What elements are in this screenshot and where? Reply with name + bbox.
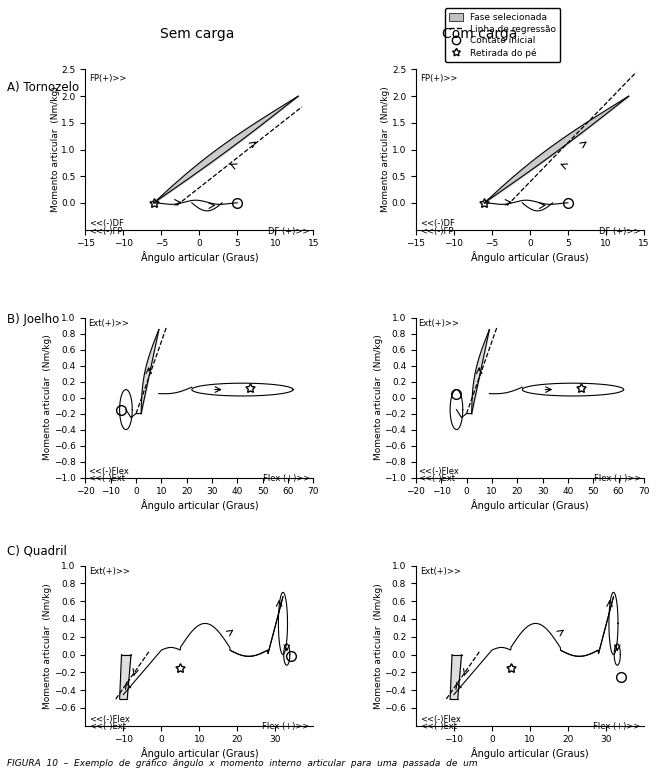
Text: <<(-)FP: <<(-)FP xyxy=(420,228,453,236)
Text: Flex (+)>>: Flex (+)>> xyxy=(263,475,311,483)
Text: <<(-)DF: <<(-)DF xyxy=(420,219,455,229)
Text: Ext(+)>>: Ext(+)>> xyxy=(88,319,129,328)
X-axis label: Ângulo articular (Graus): Ângulo articular (Graus) xyxy=(471,251,589,263)
Text: Flex (+)>>: Flex (+)>> xyxy=(593,722,640,731)
Text: Ext(+)>>: Ext(+)>> xyxy=(420,567,461,577)
Text: Ext(+)>>: Ext(+)>> xyxy=(419,319,459,328)
X-axis label: Ângulo articular (Graus): Ângulo articular (Graus) xyxy=(141,747,258,759)
X-axis label: Ângulo articular (Graus): Ângulo articular (Graus) xyxy=(141,499,258,511)
Text: FP(+)>>: FP(+)>> xyxy=(420,74,457,83)
Text: Flex (+)>>: Flex (+)>> xyxy=(594,475,641,483)
Text: <<(-)FP: <<(-)FP xyxy=(89,228,123,236)
Text: DF (+)>>: DF (+)>> xyxy=(599,228,640,236)
Text: <<(-)Flex: <<(-)Flex xyxy=(88,467,129,476)
Text: <<(-)Ext: <<(-)Ext xyxy=(419,475,455,483)
Text: Sem carga: Sem carga xyxy=(160,27,235,41)
Text: Flex (+)>>: Flex (+)>> xyxy=(262,722,309,731)
Text: <<(-)Ext: <<(-)Ext xyxy=(420,722,457,731)
Text: B) Joelho: B) Joelho xyxy=(7,313,59,326)
Y-axis label: Momento articular  (Nm/kg): Momento articular (Nm/kg) xyxy=(374,335,383,460)
X-axis label: Ângulo articular (Graus): Ângulo articular (Graus) xyxy=(471,747,589,759)
Text: Com carga: Com carga xyxy=(442,27,517,41)
Y-axis label: Momento articular  (Nm/kg): Momento articular (Nm/kg) xyxy=(374,583,383,709)
Y-axis label: Momento articular  (Nm/kg): Momento articular (Nm/kg) xyxy=(51,86,60,212)
X-axis label: Ângulo articular (Graus): Ângulo articular (Graus) xyxy=(471,499,589,511)
Text: A) Tornozelo: A) Tornozelo xyxy=(7,81,79,94)
X-axis label: Ângulo articular (Graus): Ângulo articular (Graus) xyxy=(141,251,258,263)
Text: <<(-)DF: <<(-)DF xyxy=(89,219,124,229)
Text: DF (+)>>: DF (+)>> xyxy=(268,228,309,236)
Text: <<(-)Ext: <<(-)Ext xyxy=(89,722,126,731)
Text: FP(+)>>: FP(+)>> xyxy=(89,74,127,83)
Text: C) Quadril: C) Quadril xyxy=(7,544,66,557)
Text: FIGURA  10  –  Exemplo  de  gráfico  ângulo  x  momento  interno  articular  par: FIGURA 10 – Exemplo de gráfico ângulo x … xyxy=(7,759,477,768)
Y-axis label: Momento articular  (Nm/kg): Momento articular (Nm/kg) xyxy=(382,86,390,212)
Text: <<(-)Flex: <<(-)Flex xyxy=(419,467,459,476)
Legend: Fase selecionada, Linha de regressão, Contato inicial, Retirada do pé: Fase selecionada, Linha de regressão, Co… xyxy=(445,8,560,62)
Text: <<(-)Ext: <<(-)Ext xyxy=(88,475,125,483)
Text: Ext(+)>>: Ext(+)>> xyxy=(89,567,130,577)
Y-axis label: Momento articular  (Nm/kg): Momento articular (Nm/kg) xyxy=(43,335,53,460)
Text: <<(-)Flex: <<(-)Flex xyxy=(420,715,461,724)
Y-axis label: Momento articular  (Nm/kg): Momento articular (Nm/kg) xyxy=(43,583,53,709)
Text: <<(-)Flex: <<(-)Flex xyxy=(89,715,130,724)
